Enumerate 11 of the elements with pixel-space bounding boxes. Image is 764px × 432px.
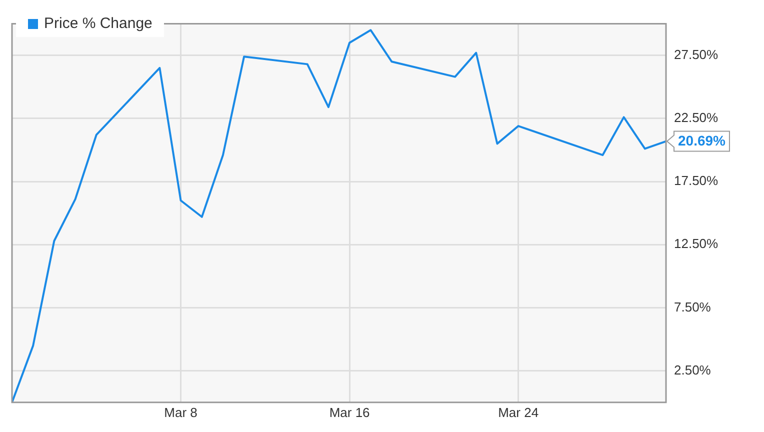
- x-tick-label: Mar 8: [164, 404, 198, 420]
- x-tick-label: Mar 16: [329, 404, 370, 420]
- y-tick-label: 27.50%: [674, 46, 719, 62]
- y-tick-label: 22.50%: [674, 110, 719, 126]
- y-tick-label: 2.50%: [674, 362, 712, 378]
- y-tick-label: 17.50%: [674, 173, 719, 188]
- x-tick-label: Mar 24: [498, 404, 539, 420]
- y-tick-label: 12.50%: [674, 236, 719, 252]
- y-tick-label: 7.50%: [674, 299, 712, 314]
- data-label: 20.69%: [678, 132, 726, 149]
- legend-label: Price % Change: [44, 15, 152, 32]
